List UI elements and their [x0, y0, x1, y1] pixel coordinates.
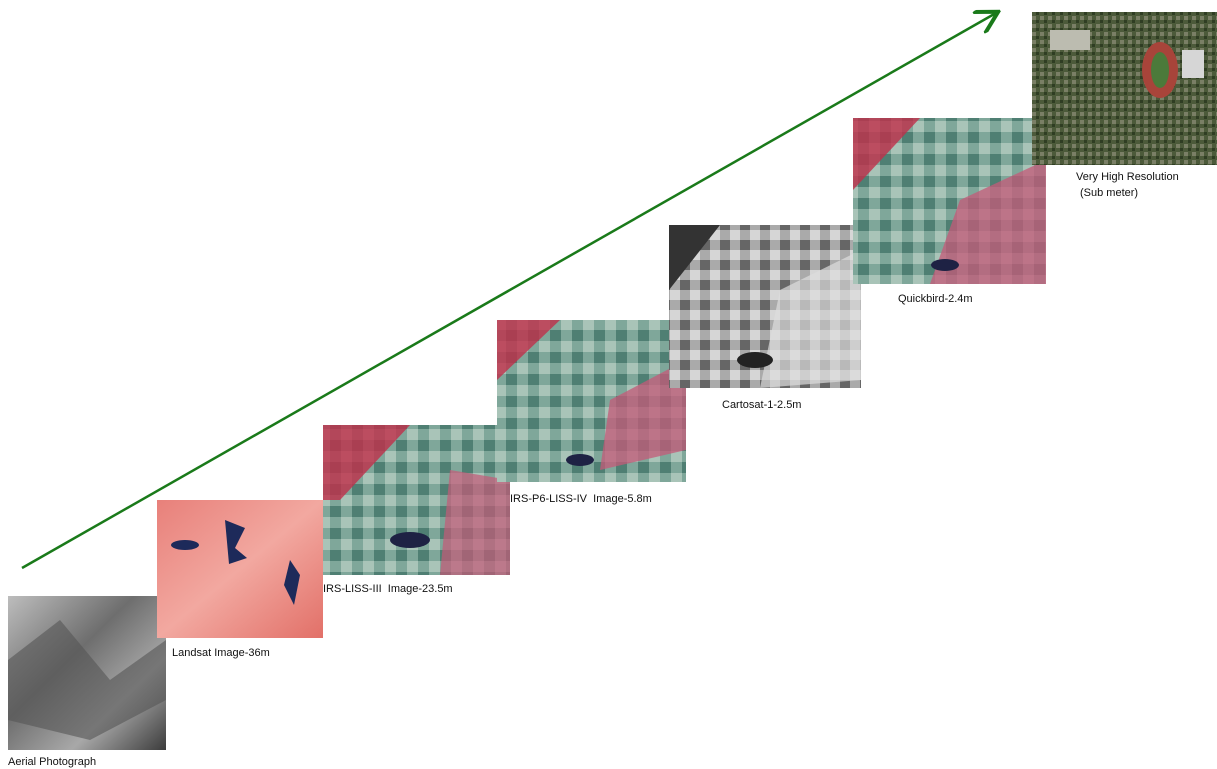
image-label: Aerial Photograph [8, 756, 96, 768]
image-label: (Sub meter) [1080, 187, 1138, 199]
image-label: IRS-LISS-III Image-23.5m [323, 583, 453, 595]
aerial-image [8, 596, 166, 750]
vhr-image [1032, 12, 1217, 165]
liss4-image [497, 320, 686, 482]
trend-arrow [21, 13, 996, 570]
liss3-image [323, 425, 510, 575]
image-label: Very High Resolution [1076, 171, 1179, 183]
cartosat-image [669, 225, 861, 388]
image-label: Cartosat-1-2.5m [722, 399, 801, 411]
image-label: Quickbird-2.4m [898, 293, 973, 305]
landsat-image [157, 500, 323, 638]
image-label: IRS-P6-LISS-IV Image-5.8m [510, 493, 652, 505]
quickbird-image [853, 118, 1046, 284]
image-label: Landsat Image-36m [172, 647, 270, 659]
